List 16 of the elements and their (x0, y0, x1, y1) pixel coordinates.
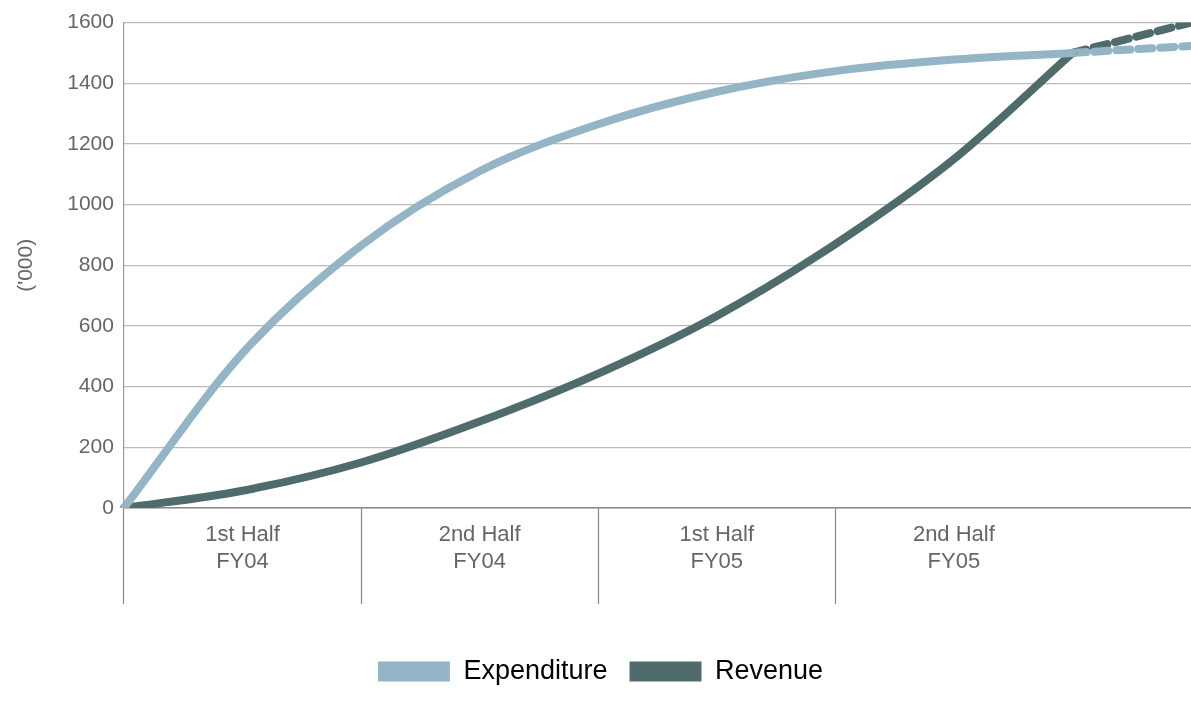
y-tick-label: 600 (78, 312, 114, 336)
y-tick-label: 0 (102, 494, 114, 518)
legend-label: Expenditure (463, 654, 608, 685)
x-tick-label: 2nd Half FY05 (912, 521, 996, 573)
y-tick-label: 1000 (67, 191, 114, 215)
x-tick-label: 1st Half FY04 (205, 521, 281, 573)
y-tick-label: 1400 (67, 70, 114, 94)
y-tick-label: 1200 (67, 130, 114, 154)
y-axis-title: ('000) (13, 238, 37, 292)
legend-label: Revenue (715, 654, 824, 685)
x-tick-label: 2nd Half FY04 (438, 521, 522, 573)
y-tick-label: 800 (78, 252, 114, 276)
x-tick-label: 1st Half FY05 (679, 521, 755, 573)
y-tick-label: 400 (78, 373, 114, 397)
y-tick-label: 1600 (67, 9, 114, 33)
y-tick-label: 200 (78, 434, 114, 458)
